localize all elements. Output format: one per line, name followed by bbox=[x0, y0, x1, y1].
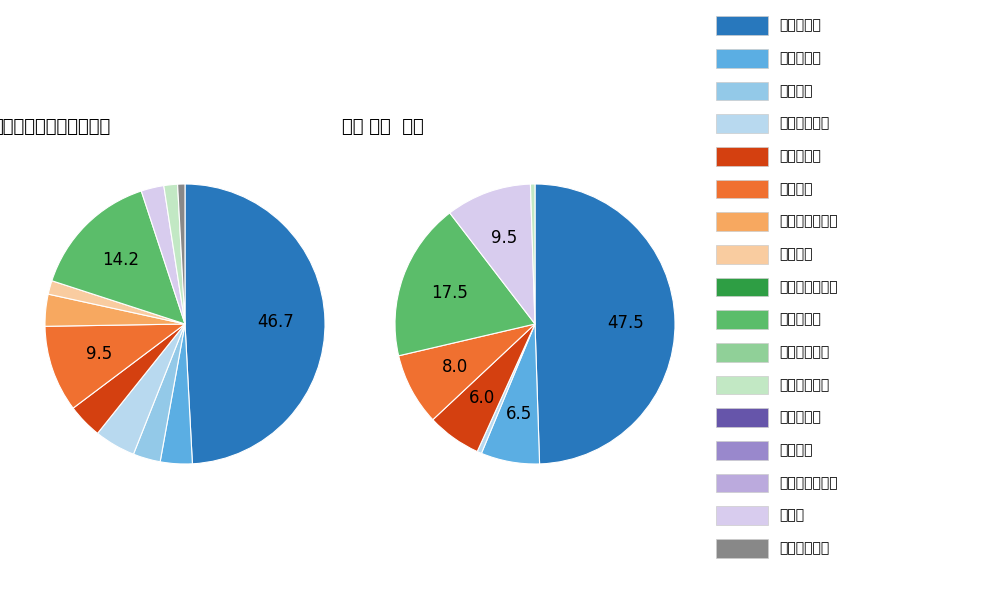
Text: スライダー: スライダー bbox=[780, 313, 821, 326]
Text: カットボール: カットボール bbox=[780, 116, 830, 131]
FancyBboxPatch shape bbox=[716, 82, 768, 100]
Wedge shape bbox=[164, 184, 185, 324]
Text: 47.5: 47.5 bbox=[608, 314, 644, 332]
Text: スプリット: スプリット bbox=[780, 149, 821, 163]
Wedge shape bbox=[98, 324, 185, 454]
Wedge shape bbox=[52, 191, 185, 324]
Wedge shape bbox=[399, 324, 535, 420]
Wedge shape bbox=[535, 184, 675, 464]
Wedge shape bbox=[141, 185, 185, 324]
FancyBboxPatch shape bbox=[716, 49, 768, 68]
Text: 9.5: 9.5 bbox=[86, 344, 112, 362]
Text: フォーク: フォーク bbox=[780, 182, 813, 196]
Wedge shape bbox=[160, 324, 192, 464]
FancyBboxPatch shape bbox=[716, 212, 768, 231]
FancyBboxPatch shape bbox=[716, 506, 768, 525]
Text: 8.0: 8.0 bbox=[442, 358, 468, 376]
Text: シュート: シュート bbox=[780, 84, 813, 98]
Text: カーブ: カーブ bbox=[780, 509, 805, 523]
FancyBboxPatch shape bbox=[716, 16, 768, 35]
FancyBboxPatch shape bbox=[716, 473, 768, 493]
Text: 若月 健矢  選手: 若月 健矢 選手 bbox=[342, 118, 424, 136]
Text: 9.5: 9.5 bbox=[491, 229, 517, 247]
Text: ストレート: ストレート bbox=[780, 19, 821, 32]
Text: ナックルカーブ: ナックルカーブ bbox=[780, 476, 838, 490]
Text: シンカー: シンカー bbox=[780, 247, 813, 261]
FancyBboxPatch shape bbox=[716, 310, 768, 329]
Text: パワーカーブ: パワーカーブ bbox=[780, 378, 830, 392]
Wedge shape bbox=[477, 324, 535, 454]
Text: 6.0: 6.0 bbox=[469, 389, 495, 407]
Text: チェンジアップ: チェンジアップ bbox=[780, 215, 838, 229]
Wedge shape bbox=[530, 184, 535, 324]
FancyBboxPatch shape bbox=[716, 245, 768, 263]
Text: スクリュー: スクリュー bbox=[780, 410, 821, 425]
Wedge shape bbox=[433, 324, 535, 452]
Wedge shape bbox=[395, 213, 535, 356]
Text: ナックル: ナックル bbox=[780, 443, 813, 457]
Text: 6.5: 6.5 bbox=[506, 404, 532, 422]
FancyBboxPatch shape bbox=[716, 179, 768, 199]
Wedge shape bbox=[133, 324, 185, 462]
FancyBboxPatch shape bbox=[716, 343, 768, 362]
Text: スローカーブ: スローカーブ bbox=[780, 541, 830, 555]
FancyBboxPatch shape bbox=[716, 376, 768, 394]
Wedge shape bbox=[178, 184, 185, 324]
Text: 14.2: 14.2 bbox=[102, 251, 139, 269]
Text: 縦スライダー: 縦スライダー bbox=[780, 345, 830, 359]
Wedge shape bbox=[73, 324, 185, 433]
Text: ツーシーム: ツーシーム bbox=[780, 51, 821, 65]
Wedge shape bbox=[481, 324, 540, 464]
Wedge shape bbox=[45, 294, 185, 326]
Wedge shape bbox=[48, 281, 185, 324]
Wedge shape bbox=[450, 184, 535, 324]
FancyBboxPatch shape bbox=[716, 408, 768, 427]
Text: パ・リーグ全プレイヤー: パ・リーグ全プレイヤー bbox=[0, 118, 111, 136]
FancyBboxPatch shape bbox=[716, 278, 768, 296]
Text: 17.5: 17.5 bbox=[431, 284, 468, 302]
FancyBboxPatch shape bbox=[716, 147, 768, 166]
Text: 46.7: 46.7 bbox=[258, 313, 294, 331]
FancyBboxPatch shape bbox=[716, 539, 768, 557]
Wedge shape bbox=[45, 324, 185, 408]
Wedge shape bbox=[185, 184, 325, 464]
FancyBboxPatch shape bbox=[716, 441, 768, 460]
Text: 高速スライダー: 高速スライダー bbox=[780, 280, 838, 294]
FancyBboxPatch shape bbox=[716, 114, 768, 133]
